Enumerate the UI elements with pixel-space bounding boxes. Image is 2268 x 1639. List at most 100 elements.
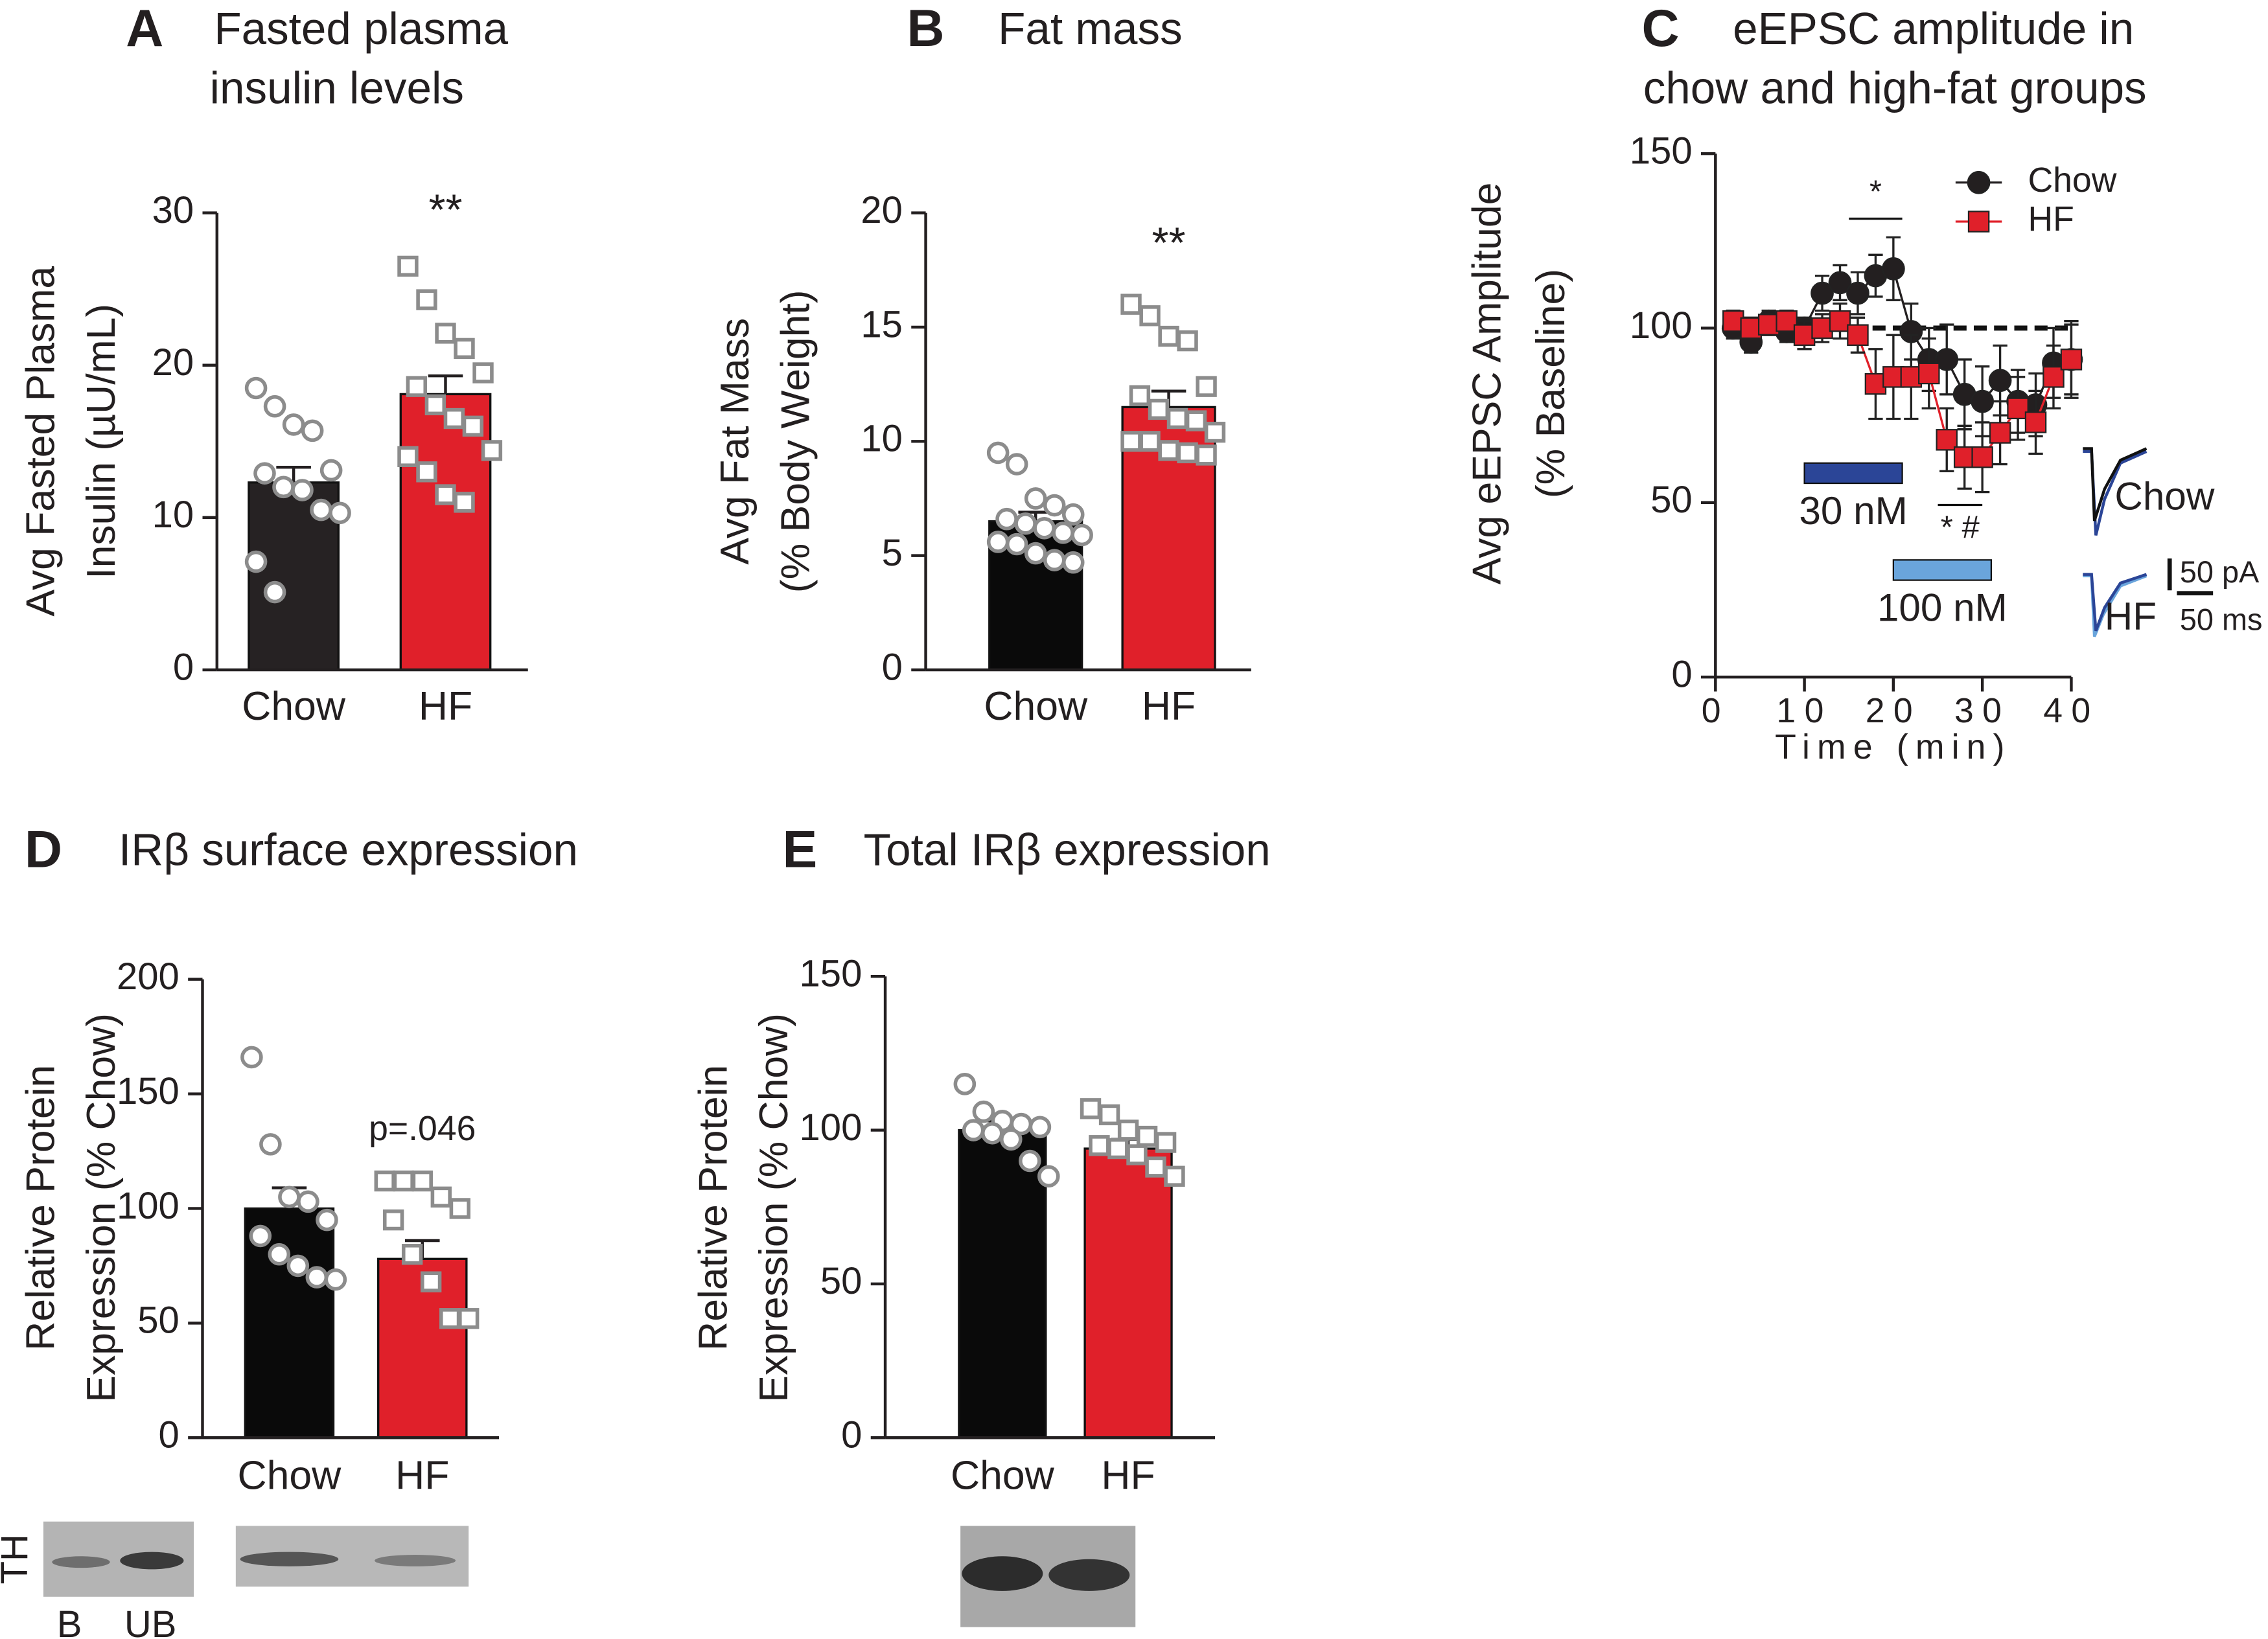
y-tick-label: 200: [117, 956, 179, 998]
panel-letter: C: [1641, 0, 1679, 58]
data-point: [481, 440, 503, 461]
data-point: [319, 459, 343, 482]
inset-label: HF: [2105, 594, 2157, 638]
y-axis-label: Avg Fat Mass: [712, 318, 758, 565]
data-point: [244, 376, 268, 400]
data-point: [1164, 1165, 1185, 1187]
data-point: [291, 479, 314, 501]
data-point: [297, 1190, 319, 1213]
panel-letter: E: [783, 821, 818, 879]
data-point: [1148, 398, 1170, 420]
scale-label: 50 pA: [2180, 555, 2260, 589]
data-point: [999, 1128, 1023, 1151]
data-point: [962, 1119, 985, 1141]
data-point: [259, 1133, 282, 1156]
data-point: [1037, 1165, 1060, 1188]
data-point: [1196, 444, 1217, 466]
legend-label: HF: [2028, 200, 2074, 238]
y-axis-label: Relative Protein: [17, 1065, 63, 1351]
data-point: [310, 498, 332, 522]
data-point: [268, 1243, 291, 1266]
data-point: [406, 376, 428, 397]
y-tick-label: 0: [1671, 653, 1692, 695]
x-tick-label: 0: [1702, 692, 1730, 730]
data-point: [980, 1121, 1004, 1145]
data-point: [286, 1254, 310, 1278]
data-point: [443, 407, 465, 430]
data-point: [1024, 542, 1047, 565]
data-point: [1129, 385, 1151, 406]
data-point: [316, 1208, 338, 1232]
y-axis-label: Expression (% Chow): [78, 1013, 124, 1403]
data-point: [1811, 317, 1833, 339]
data-point: [253, 462, 276, 485]
significance-label: *: [1869, 175, 1882, 210]
x-tick-label: 40: [2043, 692, 2099, 730]
blot-label: TH: [0, 1534, 36, 1584]
data-point: [1196, 376, 1217, 397]
data-point: [301, 419, 324, 442]
data-point: [953, 1073, 977, 1095]
data-point: [1061, 551, 1085, 574]
x-tick-label: HF: [419, 683, 472, 729]
annotation: **: [1152, 219, 1186, 268]
y-tick-label: 0: [841, 1414, 862, 1456]
data-point: [1080, 1098, 1102, 1119]
data-point: [1043, 549, 1066, 571]
data-point: [282, 413, 305, 436]
y-tick-label: 100: [117, 1185, 179, 1227]
data-point: [430, 1186, 452, 1208]
y-tick-label: 0: [882, 646, 903, 688]
panel-letter: B: [907, 0, 945, 58]
inset-traces: [2083, 447, 2214, 637]
data-point: [986, 531, 1010, 553]
y-tick-label: 15: [861, 303, 903, 345]
data-point: [397, 446, 419, 467]
data-point: [1136, 1125, 1158, 1147]
blot-d: [43, 1521, 469, 1597]
drug-label: 30 nM: [1799, 488, 1907, 533]
data-point: [1846, 281, 1869, 305]
data-point: [1052, 522, 1074, 544]
drug-label: 100 nM: [1877, 585, 2008, 629]
data-point: [1158, 440, 1179, 461]
data-point: [1882, 257, 1905, 281]
drug-bar: [1892, 559, 1992, 581]
chart-title: IRβ surface expression: [119, 825, 578, 875]
data-point: [449, 1198, 471, 1219]
data-point: [1988, 369, 2012, 393]
data-point: [1185, 410, 1207, 431]
data-point: [272, 476, 295, 499]
data-point: [393, 1170, 414, 1192]
data-point: [329, 501, 351, 525]
data-point: [1166, 407, 1188, 430]
y-tick-label: 50: [137, 1300, 179, 1342]
data-point: [439, 1308, 461, 1329]
y-axis-label: Avg Fasted Plasma: [17, 266, 63, 617]
data-point: [1177, 330, 1198, 352]
data-point: [1014, 512, 1037, 535]
data-point: [2024, 411, 2047, 433]
data-point: [1989, 422, 2011, 444]
x-tick-label: HF: [1142, 683, 1196, 729]
data-point: [374, 1170, 395, 1192]
data-point: [244, 550, 268, 573]
y-axis-label: Insulin (µU/mL): [78, 304, 124, 579]
data-point: [1936, 429, 1958, 451]
data-point: [472, 362, 494, 384]
y-axis-label: (% Body Weight): [773, 290, 818, 593]
data-point: [278, 1186, 301, 1209]
data-point: [1139, 305, 1161, 327]
y-tick-label: 10: [861, 418, 903, 460]
data-point: [424, 394, 446, 416]
bar: [958, 1129, 1047, 1439]
significance-label: * #: [1941, 510, 1980, 545]
drug-bar: [1803, 462, 1903, 485]
data-point: [1043, 494, 1066, 517]
y-tick-label: 0: [159, 1414, 179, 1456]
data-point: [2060, 349, 2083, 371]
data-point: [1028, 1116, 1052, 1139]
y-tick-label: 10: [152, 494, 194, 536]
data-point: [1811, 281, 1834, 305]
